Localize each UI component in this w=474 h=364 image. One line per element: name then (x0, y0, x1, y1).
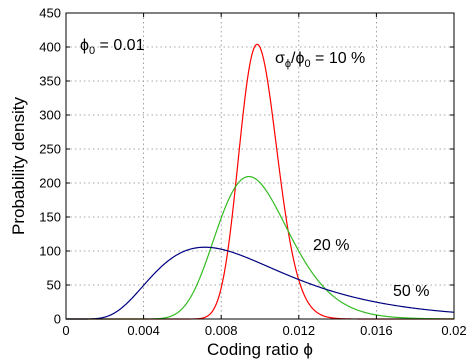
x-tick-label: 0.02 (441, 323, 466, 338)
x-axis-label: Coding ratio ϕ (207, 340, 313, 359)
y-tick-label: 200 (39, 176, 61, 191)
phi0-symbol: ϕ (80, 37, 89, 54)
sigma-ten-percent: = 10 % (311, 50, 366, 67)
y-tick-label: 400 (39, 40, 61, 55)
x-tick-label: 0.004 (127, 323, 160, 338)
y-tick-label: 450 (39, 6, 61, 21)
axis-ticks: 0 0.004 0.008 0.012 0.016 0.02 0 50 100 150 200 250… (39, 6, 466, 339)
sigma-symbol: σ (275, 50, 285, 67)
sigma-annotation: σϕ/ϕ0 = 10 % (275, 50, 365, 70)
density-curve (66, 246, 455, 320)
x-tick-label: 0.016 (360, 323, 393, 338)
x-tick-label: 0.008 (205, 323, 238, 338)
grid-lines (66, 13, 454, 319)
curves (66, 43, 455, 320)
x-tick-label: 0.012 (283, 323, 316, 338)
phi0-subscript: 0 (89, 45, 95, 57)
sigma-subscript: ϕ (285, 58, 291, 70)
sigma-phi0-subscript: 0 (304, 58, 310, 70)
y-tick-label: 50 (47, 278, 61, 293)
plot-frame (65, 12, 455, 320)
fifty-percent-label: 50 % (393, 283, 429, 300)
y-tick-label: 0 (54, 312, 61, 327)
twenty-percent-label: 20 % (313, 237, 349, 254)
y-tick-label: 100 (39, 244, 61, 259)
phi0-annotation: ϕ0 = 0.01 (80, 37, 145, 57)
phi0-value: = 0.01 (95, 37, 144, 54)
sigma-slash-phi: /ϕ (291, 50, 304, 67)
y-tick-label: 350 (39, 74, 61, 89)
y-tick-label: 300 (39, 108, 61, 123)
y-tick-label: 150 (39, 210, 61, 225)
y-axis-label: Probability density (9, 97, 28, 235)
y-tick-label: 250 (39, 142, 61, 157)
x-tick-label: 0 (62, 323, 69, 338)
density-curve (66, 43, 454, 320)
